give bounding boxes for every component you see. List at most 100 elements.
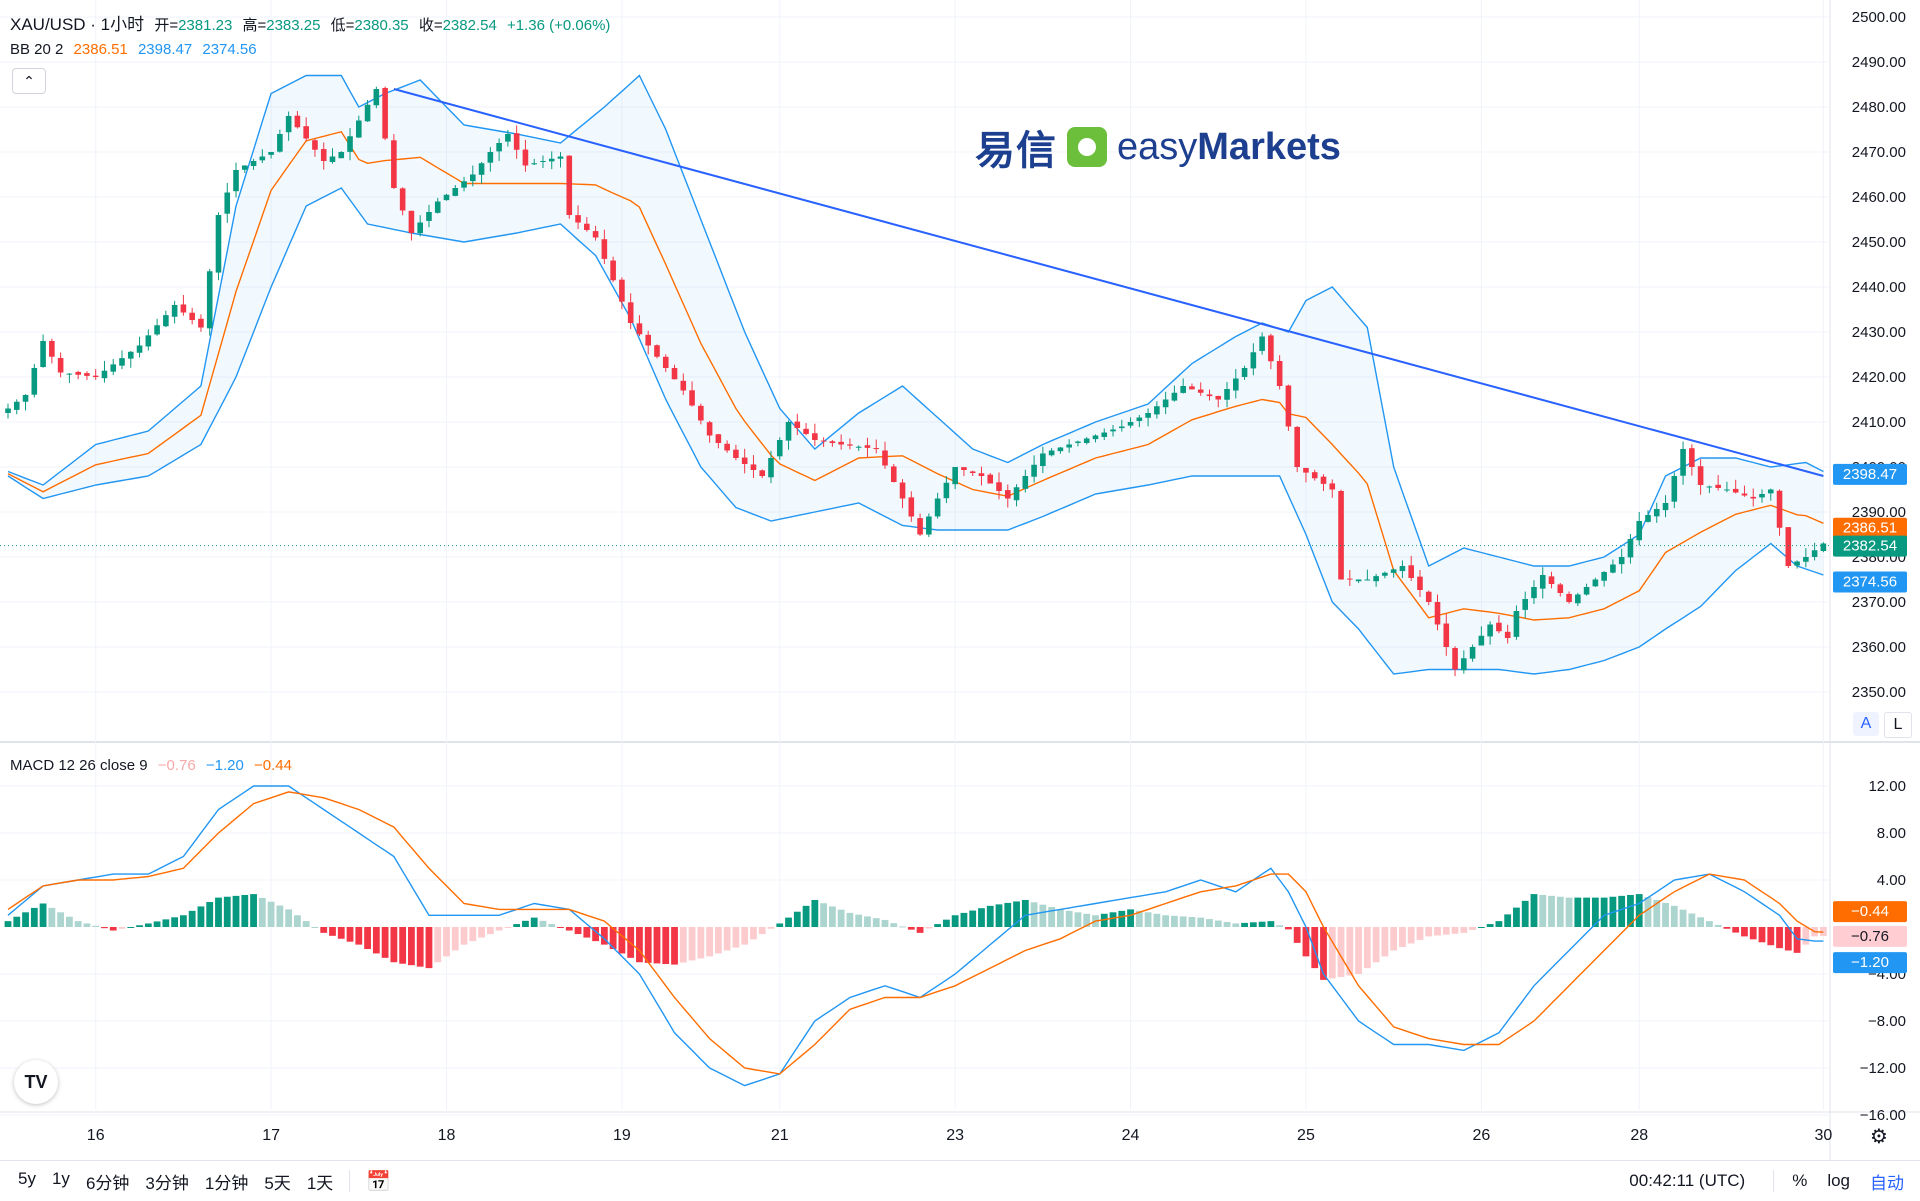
candle-body xyxy=(189,312,195,320)
x-tick-label: 30 xyxy=(1814,1127,1832,1144)
collapse-legend-button[interactable]: ⌃ xyxy=(12,68,46,94)
range-button[interactable]: 1天 xyxy=(306,1173,334,1193)
range-button[interactable]: 6分钟 xyxy=(85,1173,130,1193)
macd-hist-bar xyxy=(899,926,906,928)
macd-legend[interactable]: MACD 12 26 close 9 −0.76 −1.20 −0.44 xyxy=(10,757,298,774)
candle-body xyxy=(1022,476,1029,489)
log-scale-button[interactable]: L xyxy=(1884,712,1912,738)
candle-body xyxy=(136,345,143,353)
candle-body xyxy=(320,149,327,161)
candle-body xyxy=(829,441,836,443)
candle-body xyxy=(417,222,423,234)
range-button[interactable]: 1y xyxy=(51,1168,70,1188)
macd-hist-bar xyxy=(837,909,845,927)
macd-hist-bar xyxy=(714,927,722,954)
candle-body xyxy=(1083,438,1090,444)
macd-hist-bar xyxy=(83,923,91,927)
candle-body xyxy=(1636,521,1643,541)
candle-body xyxy=(1680,449,1686,476)
macd-y-tick-label: 8.00 xyxy=(1877,825,1906,842)
macd-hist-bar xyxy=(1723,927,1731,929)
macd-hist-bar xyxy=(1320,927,1327,980)
macd-hist-bar xyxy=(513,924,521,927)
macd-hist-bar xyxy=(22,912,29,927)
candle-body xyxy=(1101,432,1108,437)
macd-hist-bar xyxy=(1267,921,1275,927)
log-toggle[interactable]: log xyxy=(1827,1171,1850,1190)
macd-hist-bar xyxy=(302,921,310,927)
macd-hist-bar xyxy=(416,927,424,967)
bottom-toolbar: 5y 1y 6分钟 3分钟 1分钟 5天 1天 📅 00:42:11 (UTC) % log… xyxy=(0,1160,1920,1201)
candle-body xyxy=(733,449,739,458)
macd-hist-bar xyxy=(109,927,117,931)
y-tick-label: 2370.00 xyxy=(1852,594,1906,611)
candle-body xyxy=(1259,336,1265,351)
macd-hist-bar xyxy=(1004,902,1012,927)
macd-hist-bar xyxy=(118,927,126,929)
candle-body xyxy=(575,215,581,223)
tradingview-logo-icon[interactable]: TV xyxy=(14,1060,58,1104)
candle-body xyxy=(145,335,152,347)
range-button[interactable]: 5y xyxy=(18,1168,36,1188)
candle-body xyxy=(654,345,660,357)
macd-hist-bar xyxy=(609,927,617,950)
gear-icon[interactable]: ⚙ xyxy=(1870,1126,1888,1148)
macd-hist-bar xyxy=(329,927,336,936)
macd-hist-bar xyxy=(1469,927,1476,930)
macd-hist-bar xyxy=(1749,927,1757,940)
macd-hist-bar xyxy=(136,925,143,927)
macd-hist-bar xyxy=(697,927,705,959)
macd-hist-bar xyxy=(1118,910,1126,927)
candle-body xyxy=(1452,647,1458,670)
candle-body xyxy=(391,140,397,188)
candle-body xyxy=(1627,539,1634,558)
candle-body xyxy=(1241,368,1248,377)
candle-body xyxy=(268,152,274,155)
x-tick-label: 16 xyxy=(87,1127,105,1144)
calendar-icon[interactable]: 📅 xyxy=(366,1170,392,1193)
macd-hist-bar xyxy=(1407,927,1415,944)
range-button[interactable]: 1分钟 xyxy=(204,1173,249,1193)
x-tick-label: 17 xyxy=(262,1127,280,1144)
y-tick-label: 2500.00 xyxy=(1852,9,1906,26)
macd-hist-bar xyxy=(355,927,363,945)
candle-body xyxy=(241,165,248,170)
macd-hist-bar xyxy=(39,903,47,927)
macd-hist-bar xyxy=(1214,920,1222,927)
candle-body xyxy=(1759,494,1765,498)
macd-hist-bar xyxy=(548,924,556,927)
macd-hist-bar xyxy=(1399,927,1406,947)
auto-toggle[interactable]: 自动 xyxy=(1870,1173,1904,1193)
auto-scale-button[interactable]: A xyxy=(1853,712,1879,736)
percent-toggle[interactable]: % xyxy=(1792,1171,1808,1190)
price-badge-label: 2386.51 xyxy=(1843,520,1897,537)
range-button[interactable]: 3分钟 xyxy=(145,1173,189,1193)
macd-hist-bar xyxy=(1486,924,1494,927)
candle-body xyxy=(540,161,546,162)
macd-hist-bar xyxy=(215,897,222,927)
candle-body xyxy=(987,474,994,484)
candle-body xyxy=(557,156,564,159)
candle-body xyxy=(706,422,713,436)
macd-hist-bar xyxy=(1311,927,1319,969)
macd-hist-bar xyxy=(1741,927,1748,937)
candle-body xyxy=(1732,488,1739,493)
trendline xyxy=(393,88,1824,477)
macd-hist-bar xyxy=(960,912,968,927)
open-label: 开= xyxy=(154,17,179,34)
candle-body xyxy=(285,116,292,133)
divider xyxy=(349,1170,351,1192)
macd-badge xyxy=(1833,925,1907,947)
clock-time[interactable]: 00:42:11 (UTC) xyxy=(1629,1171,1746,1190)
candle-body xyxy=(215,215,222,273)
macd-hist-bar xyxy=(1258,921,1266,927)
bb-legend[interactable]: BB 20 2 2386.51 2398.47 2374.56 xyxy=(10,41,263,58)
range-button[interactable]: 5天 xyxy=(264,1173,291,1193)
macd-hist-bar xyxy=(671,927,678,965)
x-tick-label: 18 xyxy=(438,1127,456,1144)
macd-hist-bar xyxy=(1206,919,1213,927)
candle-body xyxy=(1496,622,1502,632)
x-tick-label: 25 xyxy=(1297,1127,1315,1144)
candle-body xyxy=(1724,489,1730,491)
